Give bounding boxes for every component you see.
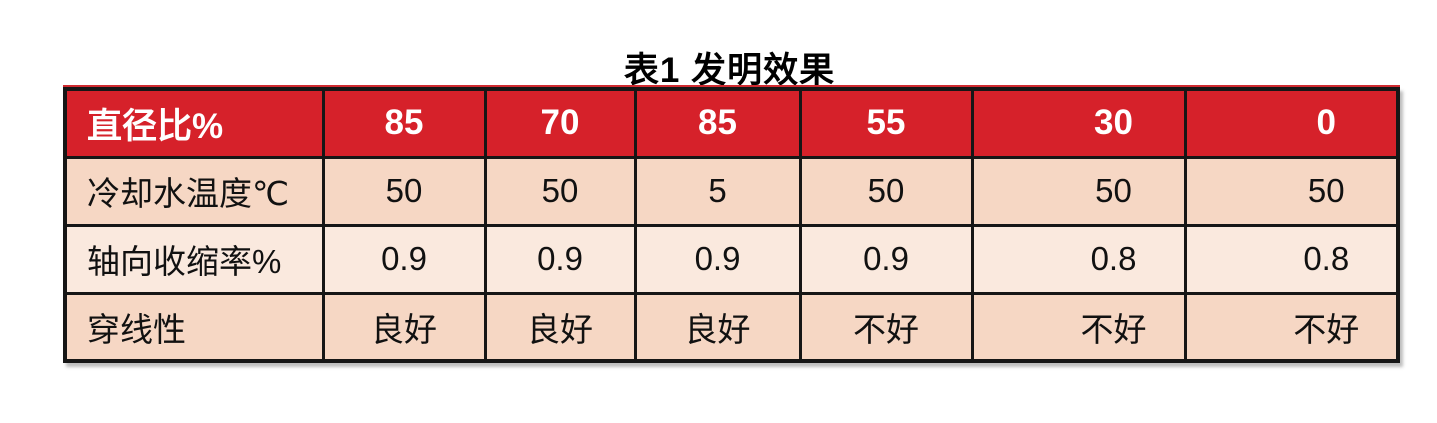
- data-cell: 5: [633, 155, 802, 227]
- data-cell: 0.9: [483, 223, 637, 295]
- data-cell: 0.8: [970, 223, 1187, 295]
- header-value-cell: 70: [483, 87, 637, 159]
- invention-effects-table: 直径比% 85 70 85 55 30 0 冷却水温度℃ 50 50 5 50 …: [63, 87, 1400, 363]
- row-label: 轴向收缩率%: [63, 223, 325, 295]
- data-cell: 不好: [798, 291, 974, 363]
- row-label: 穿线性: [63, 291, 325, 363]
- header-value-cell: 85: [633, 87, 802, 159]
- data-cell: 0.9: [798, 223, 974, 295]
- table-row-cooling-water-temp: 冷却水温度℃ 50 50 5 50 50 50: [63, 155, 1400, 227]
- data-cell: 50: [798, 155, 974, 227]
- table-row-axial-shrinkage: 轴向收缩率% 0.9 0.9 0.9 0.9 0.8 0.8: [63, 223, 1400, 295]
- data-cell: 不好: [1183, 291, 1400, 363]
- header-value-cell: 85: [321, 87, 487, 159]
- data-cell: 50: [321, 155, 487, 227]
- data-cell: 50: [483, 155, 637, 227]
- header-label-diameter-ratio: 直径比%: [63, 87, 325, 159]
- data-cell: 不好: [970, 291, 1187, 363]
- data-cell: 良好: [321, 291, 487, 363]
- header-value-cell: 55: [798, 87, 974, 159]
- header-value-cell: 0: [1183, 87, 1400, 159]
- data-cell: 0.9: [321, 223, 487, 295]
- table-title: 表1 发明效果: [623, 51, 836, 90]
- data-cell: 良好: [633, 291, 802, 363]
- row-label: 冷却水温度℃: [63, 155, 325, 227]
- data-cell: 0.9: [633, 223, 802, 295]
- table-row-threadability: 穿线性 良好 良好 良好 不好 不好 不好: [63, 291, 1400, 363]
- data-cell: 0.8: [1183, 223, 1400, 295]
- data-cell: 良好: [483, 291, 637, 363]
- header-row: 直径比% 85 70 85 55 30 0: [63, 87, 1400, 159]
- header-value-cell: 30: [970, 87, 1187, 159]
- data-cell: 50: [1183, 155, 1400, 227]
- data-cell: 50: [970, 155, 1187, 227]
